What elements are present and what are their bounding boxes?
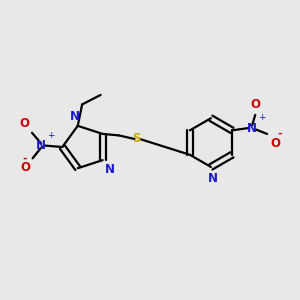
Text: -: - (278, 129, 282, 139)
Text: O: O (270, 137, 280, 150)
Text: -: - (22, 154, 27, 164)
Text: O: O (250, 98, 260, 111)
Text: O: O (20, 117, 30, 130)
Text: O: O (20, 161, 30, 174)
Text: N: N (70, 110, 80, 123)
Text: S: S (133, 133, 141, 146)
Text: N: N (105, 163, 115, 176)
Text: N: N (207, 172, 218, 185)
Text: +: + (47, 130, 54, 140)
Text: +: + (258, 113, 266, 122)
Text: N: N (247, 122, 257, 134)
Text: N: N (36, 139, 46, 152)
